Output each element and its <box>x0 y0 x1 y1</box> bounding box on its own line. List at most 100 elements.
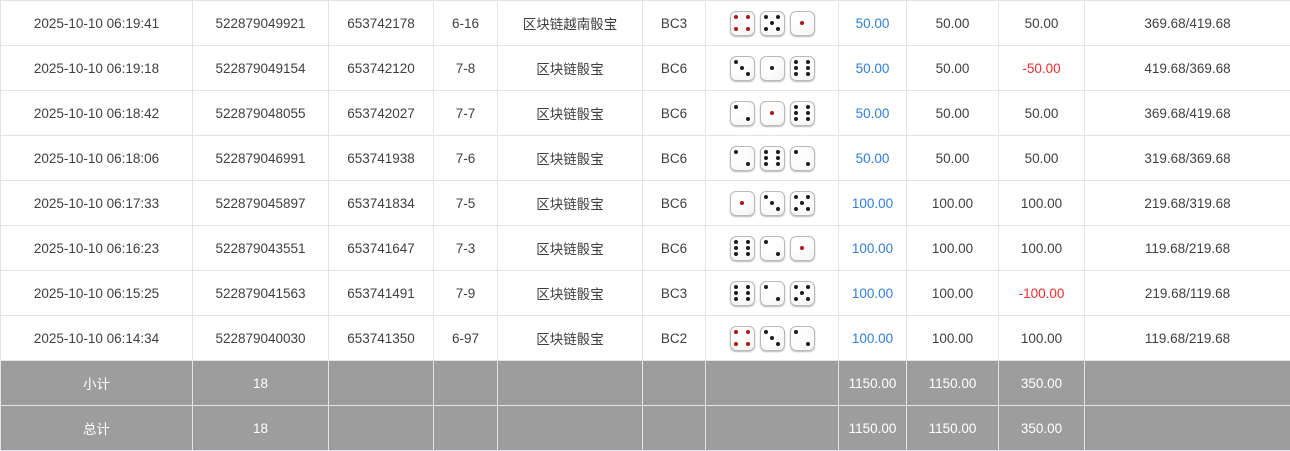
dice-icon <box>730 101 755 126</box>
cell-round-id: 653741834 <box>329 181 434 226</box>
cell-time: 2025-10-10 06:15:25 <box>1 271 193 316</box>
summary-period <box>434 406 498 451</box>
dice-pip <box>764 285 768 289</box>
dice-pip <box>770 21 774 25</box>
cell-dice-result <box>706 226 839 271</box>
dice-pip <box>794 66 798 70</box>
dice-pip <box>734 246 738 250</box>
summary-count: 18 <box>193 361 329 406</box>
cell-valid-amount: 50.00 <box>907 136 999 181</box>
dice-group <box>710 191 834 216</box>
cell-table-code: BC2 <box>643 316 706 361</box>
dice-icon <box>760 236 785 261</box>
dice-pip <box>764 162 768 166</box>
dice-pip <box>794 195 798 199</box>
summary-amount: 1150.00 <box>839 361 907 406</box>
dice-pip <box>776 252 780 256</box>
dice-icon <box>790 11 815 36</box>
dice-icon <box>790 236 815 261</box>
dice-icon <box>790 101 815 126</box>
cell-bet-amount: 100.00 <box>839 316 907 361</box>
cell-valid-amount: 100.00 <box>907 181 999 226</box>
cell-bet-id: 522879040030 <box>193 316 329 361</box>
dice-pip <box>734 15 738 19</box>
cell-bet-amount: 100.00 <box>839 181 907 226</box>
cell-bet-id: 522879049154 <box>193 46 329 91</box>
cell-valid-amount: 100.00 <box>907 226 999 271</box>
cell-profit: 100.00 <box>999 181 1085 226</box>
dice-icon <box>790 281 815 306</box>
dice-pip <box>734 60 738 64</box>
dice-group <box>710 281 834 306</box>
summary-dice <box>706 361 839 406</box>
dice-pip <box>734 342 738 346</box>
dice-pip <box>734 27 738 31</box>
cell-time: 2025-10-10 06:14:34 <box>1 316 193 361</box>
summary-table-code <box>643 361 706 406</box>
dice-pip <box>806 297 810 301</box>
dice-icon <box>760 146 785 171</box>
dice-pip <box>776 297 780 301</box>
dice-pip <box>734 252 738 256</box>
dice-pip <box>764 150 768 154</box>
cell-profit: 50.00 <box>999 136 1085 181</box>
dice-pip <box>740 201 744 205</box>
cell-dice-result <box>706 91 839 136</box>
dice-icon <box>760 326 785 351</box>
cell-balance: 219.68/119.68 <box>1085 271 1290 316</box>
dice-pip <box>806 207 810 211</box>
cell-period: 7-3 <box>434 226 498 271</box>
dice-group <box>710 56 834 81</box>
cell-balance: 419.68/369.68 <box>1085 46 1290 91</box>
dice-pip <box>806 117 810 121</box>
summary-round-id <box>329 406 434 451</box>
cell-valid-amount: 50.00 <box>907 91 999 136</box>
cell-table-code: BC6 <box>643 136 706 181</box>
dice-pip <box>794 117 798 121</box>
cell-valid-amount: 50.00 <box>907 1 999 46</box>
dice-pip <box>776 162 780 166</box>
cell-table-code: BC6 <box>643 91 706 136</box>
summary-table-code <box>643 406 706 451</box>
dice-pip <box>746 162 750 166</box>
cell-time: 2025-10-10 06:19:18 <box>1 46 193 91</box>
dice-pip <box>806 342 810 346</box>
cell-period: 7-9 <box>434 271 498 316</box>
cell-profit: 100.00 <box>999 226 1085 271</box>
summary-valid-amount: 1150.00 <box>907 361 999 406</box>
dice-pip <box>806 111 810 115</box>
summary-dice <box>706 406 839 451</box>
dice-pip <box>764 195 768 199</box>
dice-pip <box>794 330 798 334</box>
cell-round-id: 653741350 <box>329 316 434 361</box>
cell-game-name: 区块链越南骰宝 <box>498 1 643 46</box>
dice-icon <box>790 146 815 171</box>
dice-pip <box>770 201 774 205</box>
cell-round-id: 653741938 <box>329 136 434 181</box>
dice-pip <box>734 240 738 244</box>
cell-valid-amount: 100.00 <box>907 316 999 361</box>
cell-time: 2025-10-10 06:18:42 <box>1 91 193 136</box>
dice-icon <box>730 146 755 171</box>
dice-icon <box>730 56 755 81</box>
cell-valid-amount: 50.00 <box>907 46 999 91</box>
cell-table-code: BC6 <box>643 46 706 91</box>
dice-group <box>710 11 834 36</box>
dice-icon <box>760 11 785 36</box>
dice-pip <box>734 330 738 334</box>
cell-balance: 369.68/419.68 <box>1085 91 1290 136</box>
cell-round-id: 653741491 <box>329 271 434 316</box>
dice-pip <box>746 285 750 289</box>
cell-dice-result <box>706 181 839 226</box>
cell-game-name: 区块链骰宝 <box>498 271 643 316</box>
dice-pip <box>764 156 768 160</box>
cell-period: 7-7 <box>434 91 498 136</box>
dice-pip <box>734 297 738 301</box>
